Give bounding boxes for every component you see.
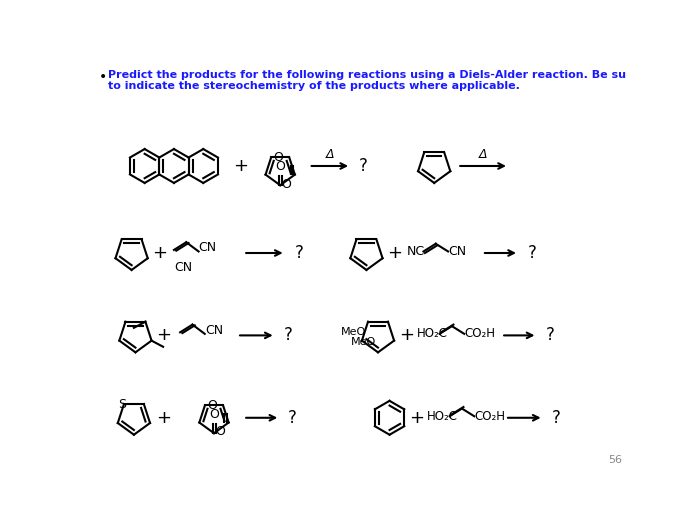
Text: O: O bbox=[274, 151, 284, 164]
Text: +: + bbox=[153, 244, 167, 262]
Text: O: O bbox=[275, 160, 285, 173]
Text: +: + bbox=[399, 326, 414, 344]
Text: +: + bbox=[387, 244, 402, 262]
Text: +: + bbox=[409, 409, 424, 427]
Text: MeO: MeO bbox=[351, 337, 376, 346]
Text: CN: CN bbox=[199, 241, 217, 254]
Text: +: + bbox=[156, 409, 172, 427]
Text: to indicate the stereochemistry of the products where applicable.: to indicate the stereochemistry of the p… bbox=[108, 81, 519, 92]
Text: CO₂H: CO₂H bbox=[464, 327, 495, 340]
Text: HO₂C: HO₂C bbox=[416, 327, 447, 340]
Text: HO₂C: HO₂C bbox=[426, 410, 458, 423]
Text: NC: NC bbox=[407, 245, 425, 258]
Text: ?: ? bbox=[545, 326, 554, 344]
Text: Predict the products for the following reactions using a Diels-Alder reaction. B: Predict the products for the following r… bbox=[108, 70, 626, 80]
Text: Δ: Δ bbox=[479, 148, 487, 161]
Text: ?: ? bbox=[552, 409, 560, 427]
Text: S: S bbox=[118, 398, 125, 410]
Text: CO₂H: CO₂H bbox=[475, 410, 505, 423]
Text: ?: ? bbox=[288, 409, 297, 427]
Text: ?: ? bbox=[294, 244, 303, 262]
Text: ?: ? bbox=[284, 326, 293, 344]
Text: CN: CN bbox=[204, 324, 223, 337]
Text: O: O bbox=[216, 425, 225, 438]
Text: ?: ? bbox=[528, 244, 536, 262]
Text: O: O bbox=[281, 177, 292, 191]
Text: CN: CN bbox=[448, 245, 466, 258]
Text: 56: 56 bbox=[608, 455, 622, 465]
Text: MeO: MeO bbox=[340, 327, 365, 338]
Text: +: + bbox=[156, 326, 172, 344]
Text: Δ: Δ bbox=[326, 148, 334, 161]
Text: O: O bbox=[209, 408, 219, 421]
Text: •: • bbox=[99, 70, 106, 84]
Text: ?: ? bbox=[359, 157, 368, 175]
Text: CN: CN bbox=[174, 261, 193, 273]
Text: O: O bbox=[207, 399, 217, 412]
Text: +: + bbox=[232, 157, 248, 175]
